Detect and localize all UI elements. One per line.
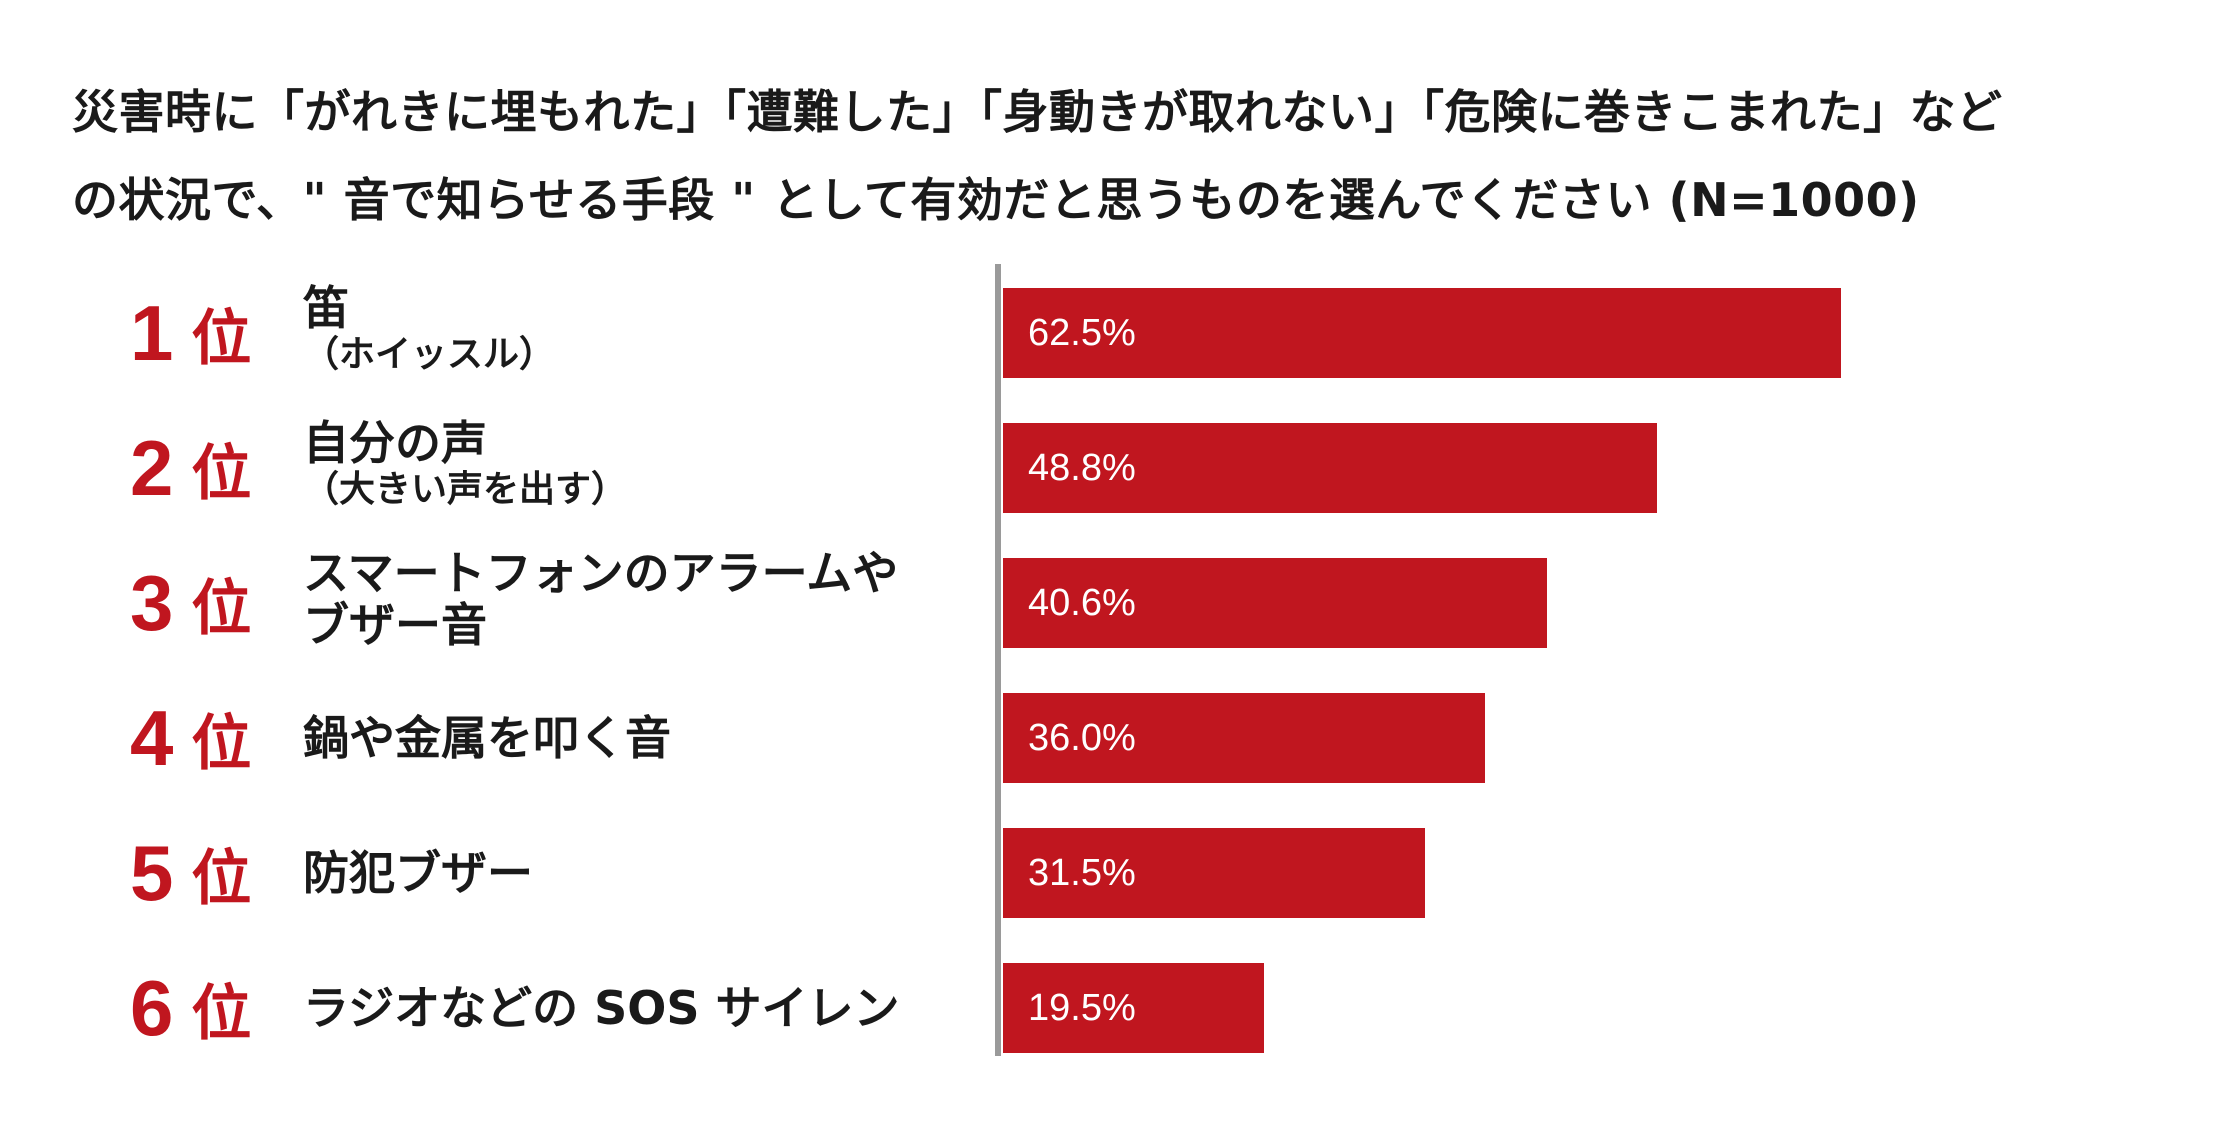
category-label-sub: （大きい声を出す）: [303, 469, 628, 510]
chart-title-line-1: 災害時に「がれきに埋もれた」「遭難した」「身動きが取れない」「危険に巻きこまれた…: [72, 85, 2003, 139]
category-label-main: 笛: [303, 281, 349, 335]
rank-number: 6: [130, 963, 174, 1052]
chart-title-line-2: の状況で、" 音で知らせる手段 " として有効だと思うものを選んでください (N…: [72, 173, 1920, 227]
rank-suffix: 位: [191, 843, 252, 914]
rank-number: 5: [130, 828, 174, 917]
bar-4: [1003, 693, 1486, 783]
category-label-main: 鍋や金属を叩く音: [303, 711, 671, 765]
category-label-5: 防犯ブザー: [303, 828, 533, 918]
rank-suffix: 位: [191, 573, 252, 644]
bar-3: [1003, 558, 1548, 648]
bar-value-label-1: 62.5%: [1028, 311, 1136, 354]
category-label-main: スマートフォンのアラームや: [303, 546, 899, 600]
bar-value-label-2: 48.8%: [1028, 446, 1136, 489]
category-label-sub: （ホイッスル）: [303, 334, 556, 375]
category-label-4: 鍋や金属を叩く音: [303, 693, 671, 783]
category-label-sub: ブザー音: [303, 598, 487, 652]
chart-title: 災害時に「がれきに埋もれた」「遭難した」「身動きが取れない」「危険に巻きこまれた…: [72, 68, 2162, 244]
bar-value-label-3: 40.6%: [1028, 581, 1136, 624]
axis-line: [995, 264, 1001, 1056]
bar-value-label-5: 31.5%: [1028, 851, 1136, 894]
category-label-2: 自分の声 （大きい声を出す）: [303, 416, 628, 510]
category-label-main: ラジオなどの SOS サイレン: [303, 981, 900, 1035]
bar-6: [1003, 963, 1265, 1053]
bar-1: [1003, 288, 1841, 378]
bar-value-label-4: 36.0%: [1028, 716, 1136, 759]
bar-2: [1003, 423, 1657, 513]
rank-suffix: 位: [191, 303, 252, 374]
rank-number: 1: [130, 288, 174, 377]
category-label-3: スマートフォンのアラームや ブザー音: [303, 547, 898, 651]
category-label-main: 防犯ブザー: [303, 846, 533, 900]
category-label-6: ラジオなどの SOS サイレン: [303, 963, 899, 1053]
bar-5: [1003, 828, 1426, 918]
rank-number: 2: [130, 423, 174, 512]
category-label-1: 笛（ホイッスル）: [303, 281, 556, 375]
rank-suffix: 位: [191, 708, 252, 779]
category-label-main: 自分の声: [303, 416, 487, 470]
bar-value-label-6: 19.5%: [1028, 986, 1136, 1029]
rank-number: 4: [130, 693, 174, 782]
rank-suffix: 位: [191, 978, 252, 1049]
rank-number: 3: [130, 558, 174, 647]
rank-suffix: 位: [191, 438, 252, 509]
